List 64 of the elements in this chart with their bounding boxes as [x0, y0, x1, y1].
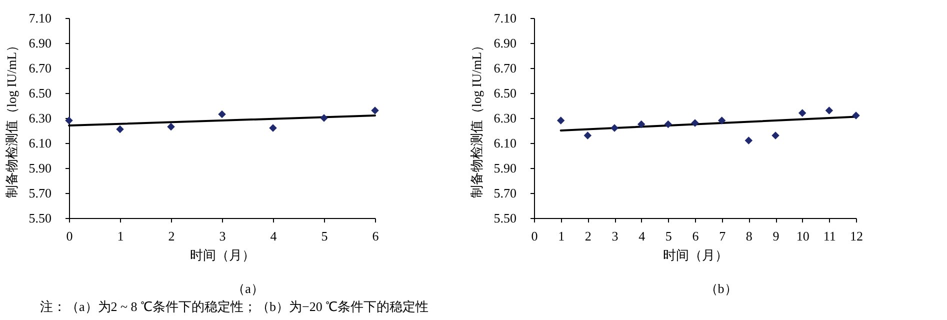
point: [610, 124, 618, 132]
y-axis-title: 制备物检测值（log IU/mL）: [4, 38, 19, 198]
x-tick-label: 4: [638, 228, 646, 244]
point: [798, 109, 806, 117]
y-tick-label: 5.50: [494, 210, 516, 226]
y-tick-label: 6.30: [494, 110, 516, 126]
point: [718, 116, 726, 124]
text: （b）: [704, 280, 738, 298]
x-tick-label: 9: [772, 228, 780, 244]
x-tick-label: 0: [66, 228, 73, 244]
x-tick-label: 1: [117, 228, 124, 244]
point: [116, 125, 124, 134]
y-tick-label: 5.50: [28, 210, 52, 226]
point: [772, 132, 780, 140]
x-tick-label: 1: [558, 228, 565, 244]
x-tick-label: 10: [796, 228, 810, 244]
point: [320, 114, 328, 122]
point: [691, 119, 699, 127]
point: [167, 122, 175, 131]
point: [637, 120, 646, 128]
x-tick-label: 2: [584, 228, 592, 244]
x-tick-label: 3: [612, 228, 618, 244]
x-tick-label: 3: [219, 228, 226, 244]
point: [664, 120, 672, 128]
point: [852, 112, 860, 120]
point: [556, 116, 565, 124]
y-axis-title: 制备物检测值（log IU/mL）: [468, 38, 484, 198]
point: [269, 124, 277, 132]
y-tick-label: 6.50: [28, 86, 52, 100]
x-tick-label: 2: [168, 228, 175, 244]
x-tick-label: 6: [692, 228, 700, 244]
x-tick-label: 5: [665, 228, 672, 244]
y-tick-label: 5.70: [494, 186, 516, 200]
text: （a）: [231, 280, 265, 298]
y-tick-label: 5.90: [28, 160, 52, 176]
point: [218, 110, 226, 118]
x-axis-title: 时间（月）: [190, 248, 255, 262]
x-tick-label: 0: [531, 228, 538, 244]
x-tick-label: 12: [850, 228, 863, 244]
y-tick-label: 7.10: [28, 10, 52, 26]
point: [584, 132, 592, 140]
point: [65, 116, 73, 124]
y-tick-label: 6.30: [28, 110, 52, 126]
y-tick-label: 5.90: [494, 160, 516, 176]
point: [371, 106, 379, 114]
x-tick-label: 11: [823, 228, 836, 244]
x-tick-label: 4: [270, 228, 278, 244]
point: [744, 136, 753, 144]
y-tick-label: 7.10: [494, 10, 516, 26]
text: 注：（a）为2 ~ 8 ℃条件下的稳定性；（b）为−20 ℃条件下的稳定性: [40, 298, 429, 316]
y-tick-label: 6.10: [28, 136, 52, 150]
y-tick-label: 6.90: [28, 36, 52, 50]
y-tick-label: 6.10: [494, 136, 516, 150]
x-tick-label: 6: [372, 228, 380, 244]
point: [825, 106, 834, 114]
x-tick-label: 7: [719, 228, 726, 244]
y-tick-label: 6.70: [28, 60, 52, 76]
x-axis-title: 时间（月）: [663, 248, 728, 262]
y-tick-label: 6.90: [494, 36, 516, 50]
y-tick-label: 6.50: [494, 86, 516, 100]
x-tick-label: 8: [746, 228, 752, 244]
x-tick-label: 5: [321, 228, 328, 244]
y-tick-label: 5.70: [28, 186, 52, 200]
y-tick-label: 6.70: [494, 60, 516, 76]
